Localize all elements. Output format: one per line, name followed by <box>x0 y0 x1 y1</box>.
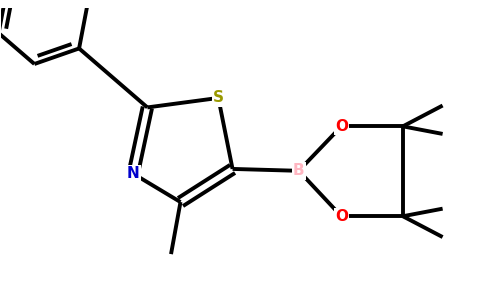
Text: O: O <box>335 209 348 224</box>
Text: S: S <box>213 91 224 106</box>
Text: N: N <box>127 166 139 181</box>
Text: B: B <box>293 163 304 178</box>
Text: O: O <box>335 119 348 134</box>
